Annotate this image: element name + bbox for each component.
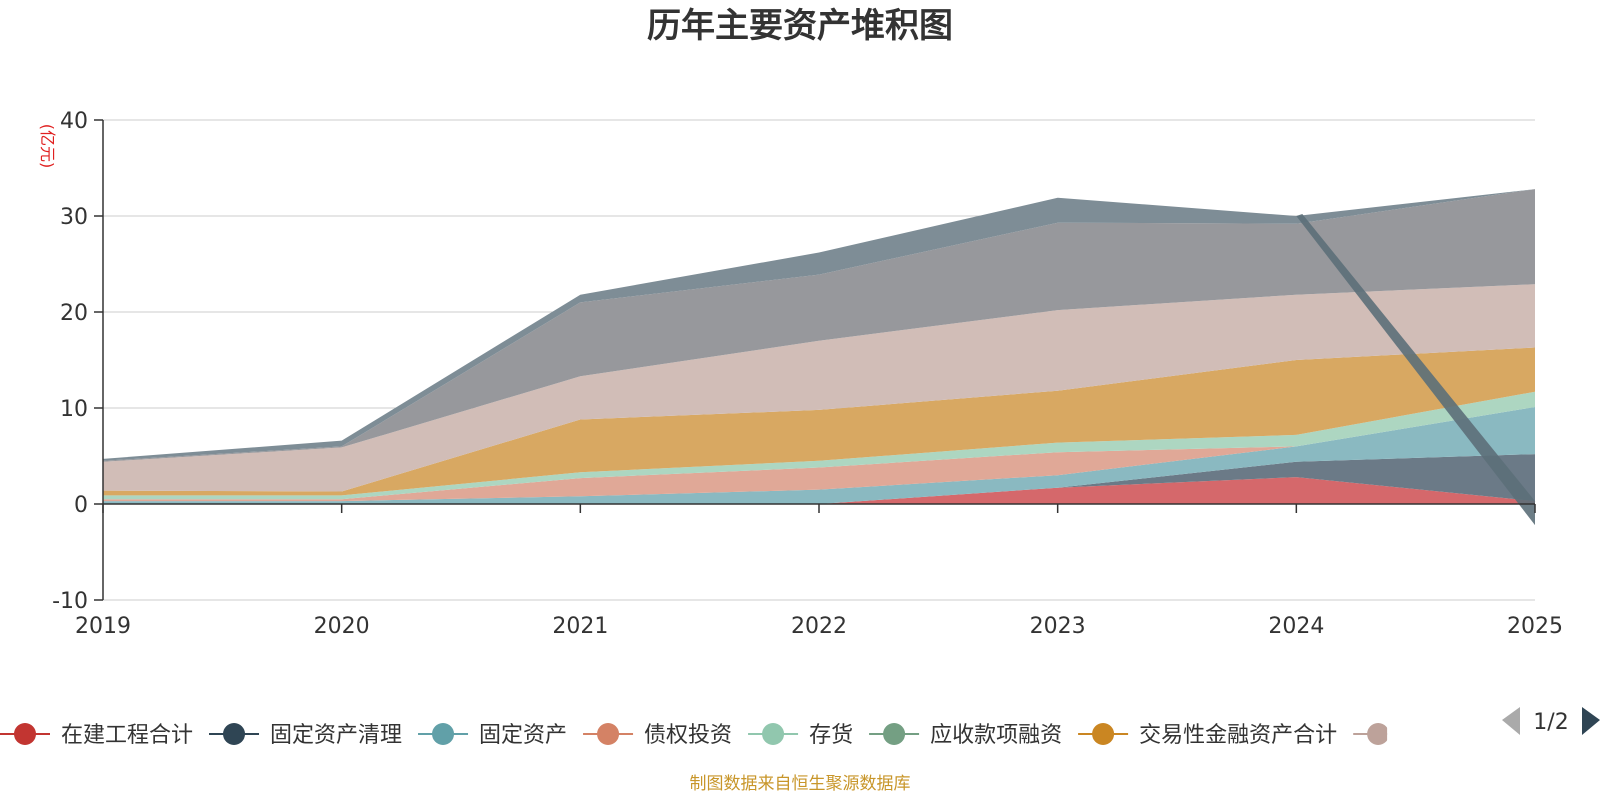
legend-item[interactable]: 固定资产 [418, 723, 567, 748]
x-tick-label: 2023 [1030, 614, 1086, 639]
legend-label: 固定资产 [479, 723, 567, 748]
y-tick-label: 40 [60, 109, 88, 134]
y-tick-label: 10 [60, 397, 88, 422]
legend-next-page-button[interactable] [1582, 707, 1600, 735]
data-source-note: 制图数据来自恒生聚源数据库 [690, 774, 911, 794]
y-tick-label: 30 [60, 205, 88, 230]
x-tick-label: 2019 [75, 614, 131, 639]
y-axis-unit: (亿元) [38, 124, 57, 169]
x-tick-label: 2025 [1507, 614, 1563, 639]
area-固定资产 [103, 407, 1535, 504]
legend: 在建工程合计 固定资产清理 固定资产 债权投资 存货 应收款项融资 交易性金融资产合计 [0, 723, 1403, 748]
y-tick-label: -10 [52, 589, 88, 614]
chart-title: 历年主要资产堆积图 [647, 6, 953, 46]
legend-prev-page-button[interactable] [1502, 707, 1520, 735]
y-tick-labels: -10 0 10 20 30 40 [52, 109, 88, 614]
x-tick-label: 2020 [314, 614, 370, 639]
axes [102, 120, 1536, 600]
area-其他2 [103, 189, 1535, 462]
legend-label: 在建工程合计 [61, 723, 193, 748]
legend-item[interactable]: 应收款项融资 [869, 723, 1062, 748]
legend-item[interactable]: 在建工程合计 [0, 723, 193, 748]
legend-marker-icon [432, 723, 455, 745]
legend-marker-icon [223, 723, 246, 745]
legend-page-indicator: 1/2 [1533, 710, 1568, 735]
x-tick-label: 2024 [1268, 614, 1324, 639]
area-series-layer [103, 189, 1535, 526]
legend-marker-icon [1092, 723, 1115, 745]
y-tick-label: 20 [60, 301, 88, 326]
area-交易性金融资产合计 [103, 347, 1535, 496]
area-其他 [103, 284, 1535, 492]
legend-item[interactable]: 债权投资 [583, 723, 732, 748]
legend-item-partial[interactable] [1353, 723, 1403, 745]
y-tick-label: 0 [74, 493, 88, 518]
area-在建工程合计 [103, 477, 1535, 504]
legend-label: 应收款项融资 [930, 723, 1062, 748]
legend-item[interactable]: 交易性金融资产合计 [1078, 723, 1337, 748]
legend-marker-icon [14, 723, 36, 745]
legend-marker-icon [883, 723, 906, 745]
legend-marker-icon [1367, 723, 1388, 745]
legend-item[interactable]: 存货 [748, 723, 853, 748]
legend-marker-icon [762, 723, 785, 745]
legend-label: 交易性金融资产合计 [1139, 723, 1337, 748]
x-tick-label: 2022 [791, 614, 847, 639]
legend-label: 固定资产清理 [270, 723, 402, 748]
area-negative-overlay [1296, 214, 1535, 526]
legend-item[interactable]: 固定资产清理 [209, 723, 402, 748]
legend-pager: 1/2 [1502, 707, 1600, 735]
x-tick-labels: 2019 2020 2021 2022 2023 2024 2025 [75, 614, 1563, 639]
x-tick-label: 2021 [552, 614, 608, 639]
area-固定资产清理 [103, 454, 1535, 504]
area-存货 [103, 391, 1535, 500]
area-债权投资 [103, 407, 1535, 502]
legend-marker-icon [597, 723, 620, 745]
legend-label: 债权投资 [644, 723, 732, 748]
legend-label: 存货 [809, 723, 853, 748]
